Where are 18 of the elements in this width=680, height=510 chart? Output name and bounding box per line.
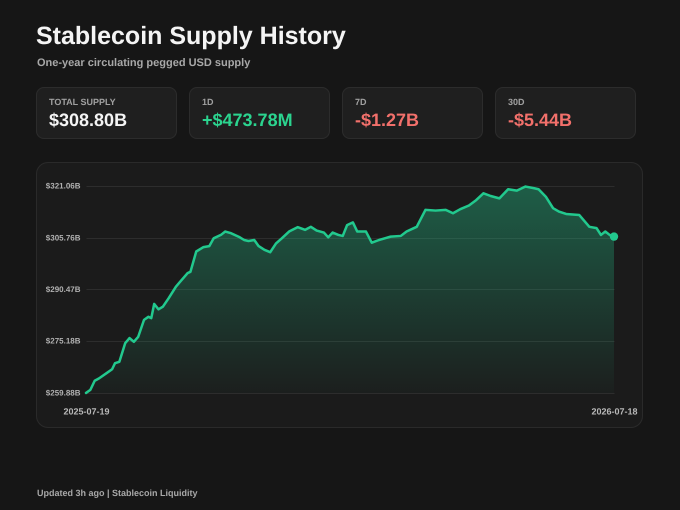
y-tick-label: $321.06B bbox=[46, 182, 81, 190]
y-tick-label: $275.18B bbox=[46, 336, 81, 346]
text: 1D bbox=[202, 97, 215, 107]
text: TOTAL SUPPLY bbox=[49, 97, 117, 107]
x-tick-label: 2026-07-18 bbox=[591, 406, 638, 416]
chart-subtitle: One-year circulating pegged USD supply bbox=[37, 57, 250, 69]
text: $308.80B bbox=[49, 110, 128, 131]
text: 7D bbox=[355, 97, 368, 107]
text: 30D bbox=[508, 97, 526, 107]
y-tick-label: $305.76B bbox=[46, 233, 81, 242]
text: -$5.44B bbox=[508, 110, 574, 131]
chart-title: Stablecoin Supply History bbox=[36, 22, 346, 51]
text: +$473.78M bbox=[202, 110, 294, 131]
y-tick-label: $259.88B bbox=[46, 388, 81, 398]
text: -$1.27B bbox=[355, 110, 420, 131]
x-tick-label: 2025-07-19 bbox=[63, 406, 110, 416]
text: Updated 3h ago | Stablecoin Liquidity bbox=[37, 488, 198, 498]
y-tick-label: $290.47B bbox=[46, 285, 81, 294]
